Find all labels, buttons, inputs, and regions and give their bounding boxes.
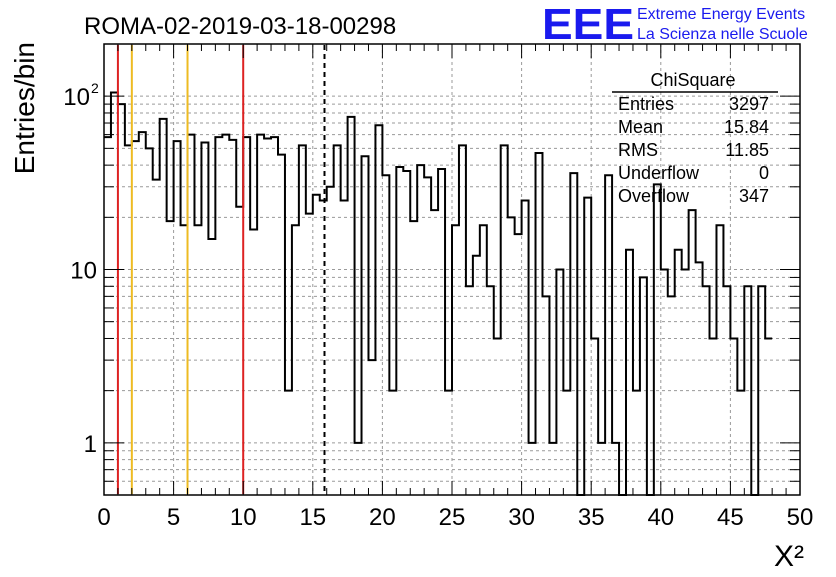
x-tick-label: 5	[167, 504, 180, 531]
x-tick-label: 0	[97, 504, 110, 531]
logo-line2: La Scienza nelle Scuole	[637, 26, 808, 43]
x-tick-label: 40	[647, 504, 674, 531]
stats-box: ChiSquare Entries 3297 Mean 15.84 RMS 11.85 Und…	[612, 70, 778, 206]
stats-row-value: 3297	[729, 94, 769, 114]
x-tick-label: 45	[717, 504, 744, 531]
stats-row-label: Mean	[618, 117, 663, 137]
stats-row-value: 15.84	[724, 117, 769, 137]
logo-mark: EEE	[542, 0, 634, 49]
x-axis-label: X²	[774, 540, 804, 572]
stats-row-label: Overflow	[618, 186, 690, 206]
y-axis-label: Entries/bin	[9, 42, 40, 174]
x-tick-label: 10	[230, 504, 257, 531]
histogram-line	[104, 91, 773, 496]
eee-logo: EEE Extreme Energy Events La Scienza nelle…	[542, 0, 808, 49]
stats-row-label: Entries	[618, 94, 674, 114]
x-tick-label: 35	[578, 504, 605, 531]
x-tick-label: 25	[439, 504, 466, 531]
ticks	[103, 43, 801, 496]
stats-row-label: RMS	[618, 140, 658, 160]
y-tick-exponent: 2	[91, 80, 99, 96]
x-tick-label: 30	[508, 504, 535, 531]
x-tick-label: 20	[369, 504, 396, 531]
y-tick-label: 10	[70, 258, 97, 285]
stats-row-label: Underflow	[618, 163, 700, 183]
stats-row-value: 347	[739, 186, 769, 206]
stats-box-title: ChiSquare	[650, 70, 735, 90]
stats-row-value: 11.85	[725, 140, 769, 160]
logo-line1: Extreme Energy Events	[637, 6, 805, 23]
stats-row-value: 0	[759, 163, 769, 183]
x-tick-label: 15	[299, 504, 326, 531]
y-tick-label: 10	[63, 84, 90, 111]
chart-title: ROMA-02-2019-03-18-00298	[84, 13, 396, 40]
y-tick-label: 1	[84, 431, 97, 458]
x-tick-label: 50	[787, 504, 814, 531]
